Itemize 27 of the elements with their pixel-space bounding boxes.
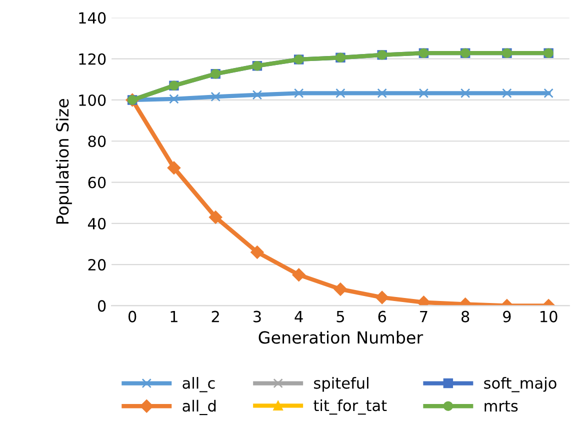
x-tick-label: 10 xyxy=(540,310,558,322)
x-tick-label: 5 xyxy=(336,311,344,322)
y-tick-label: 60 xyxy=(88,176,106,188)
x-tick-label: 3 xyxy=(254,310,261,322)
legend-label: tit_for_tat xyxy=(314,399,387,415)
legend-label: all_c xyxy=(182,377,215,392)
legend-label: all_d xyxy=(182,400,216,416)
x-tick-label: 4 xyxy=(294,311,303,322)
y-tick-label: 40 xyxy=(88,218,106,230)
y-tick-label: 100 xyxy=(79,94,106,106)
y-axis-title: Population Size xyxy=(56,99,72,224)
x-tick-label: 9 xyxy=(503,310,511,322)
legend-label: mrts xyxy=(484,400,518,412)
x-tick-label: 7 xyxy=(420,311,428,322)
y-tick-label: 120 xyxy=(79,53,106,65)
x-tick-label: 8 xyxy=(462,310,470,322)
x-axis-title: Generation Number xyxy=(258,330,424,344)
y-tick-label: 20 xyxy=(88,259,106,271)
x-tick-label: 1 xyxy=(170,311,178,322)
x-tick-label: 2 xyxy=(212,310,219,322)
x-tick-label: 6 xyxy=(378,310,386,322)
y-tick-label: 140 xyxy=(79,12,106,24)
legend-label: spiteful xyxy=(314,377,368,392)
x-tick-label: 0 xyxy=(128,310,136,322)
legend-label: soft_majo xyxy=(484,377,556,392)
y-tick-label: 0 xyxy=(98,300,106,312)
y-tick-label: 80 xyxy=(88,136,106,148)
